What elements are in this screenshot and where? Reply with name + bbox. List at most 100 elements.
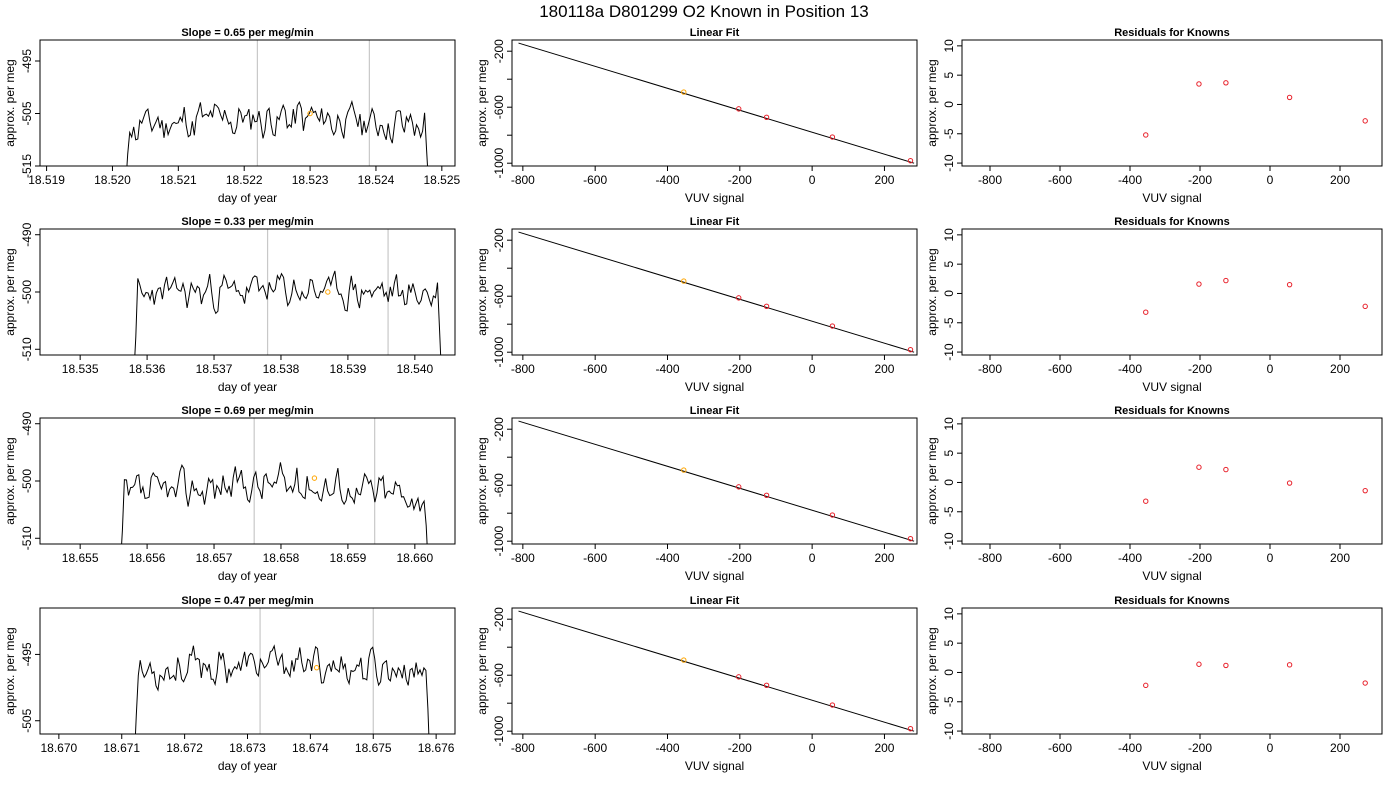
x-tick-label: 18.522: [226, 173, 263, 187]
y-tick-label: -5: [942, 128, 956, 139]
y-tick-label: -495: [20, 642, 34, 666]
y-tick-label: -505: [20, 101, 34, 125]
x-tick-label: 18.520: [94, 173, 131, 187]
x-axis-label: day of year: [218, 569, 277, 583]
y-tick-label: -490: [20, 222, 34, 246]
x-tick-label: 18.676: [418, 741, 455, 755]
panel-r1-c1: Slope = 0.65 per meg/min 18.519 18.520 18.5…: [3, 27, 461, 205]
plot-data: [1143, 661, 1368, 689]
x-axis-label: VUV signal: [1142, 569, 1201, 583]
y-tick-label: -200: [492, 39, 506, 63]
x-tick-label: -600: [1048, 173, 1072, 187]
x-tick-label: -200: [728, 741, 752, 755]
data-point: [1362, 680, 1368, 686]
y-tick-label: -200: [492, 607, 506, 631]
plot-data: [1143, 277, 1368, 315]
x-tick-label: 0: [809, 741, 816, 755]
x-tick-label: 18.660: [396, 551, 433, 565]
y-tick-label: -505: [20, 708, 34, 732]
y-tick-label: -5: [942, 696, 956, 707]
panel-title: Linear Fit: [690, 595, 740, 607]
y-tick-label: -5: [942, 317, 956, 328]
x-tick-label: 18.537: [196, 362, 233, 376]
y-tick-label: 0: [942, 290, 956, 297]
x-tick-label: -400: [1118, 741, 1142, 755]
y-axis-label: approx. per meg: [475, 248, 489, 335]
x-axis-label: VUV signal: [685, 380, 744, 394]
y-tick-label: -10: [942, 532, 956, 550]
y-tick-label: 0: [942, 479, 956, 486]
y-tick-label: 10: [942, 417, 956, 431]
data-trace: [134, 270, 442, 355]
x-tick-label: 0: [809, 173, 816, 187]
y-tick-label: -600: [492, 473, 506, 497]
data-point: [1196, 81, 1202, 87]
x-tick-label: 18.525: [423, 173, 460, 187]
data-point: [1196, 464, 1202, 470]
x-axis-label: VUV signal: [1142, 759, 1201, 773]
x-tick-label: -400: [1118, 551, 1142, 565]
x-tick-label: 200: [874, 741, 894, 755]
x-axis-label: VUV signal: [1142, 380, 1201, 394]
x-tick-label: 18.658: [263, 551, 300, 565]
x-tick-label: -200: [1188, 551, 1212, 565]
data-point: [907, 346, 914, 353]
y-tick-label: 5: [942, 261, 956, 268]
y-tick-label: -5: [942, 506, 956, 517]
data-point: [1362, 487, 1368, 494]
y-tick-label: 0: [942, 101, 956, 108]
x-tick-label: 200: [874, 173, 894, 187]
data-point: [1362, 303, 1368, 310]
panel-title: Slope = 0.33 per meg/min: [181, 216, 314, 228]
figure-title: 180118a D801299 O2 Known in Position 13: [539, 2, 869, 21]
data-point: [1143, 498, 1149, 504]
data-point: [736, 295, 742, 301]
x-axis-label: day of year: [218, 191, 277, 205]
plot-frame: [961, 228, 1383, 356]
plot-data: [126, 99, 428, 166]
data-point: [763, 682, 770, 688]
plot-frame: [511, 607, 918, 735]
data-point: [763, 303, 770, 309]
y-axis-label: approx. per meg: [475, 437, 489, 524]
x-tick-label: 0: [1267, 173, 1274, 187]
plot-data: [518, 610, 915, 732]
x-tick-label: -400: [655, 362, 679, 376]
panel-r4-c3: Residuals for Knowns -800 -600 -400 -200 0 200…: [925, 595, 1383, 773]
x-tick-label: 18.672: [166, 741, 203, 755]
plot-frame: [511, 228, 918, 356]
data-point: [763, 114, 770, 120]
y-tick-label: -600: [492, 95, 506, 119]
panel-title: Linear Fit: [690, 405, 740, 417]
x-tick-label: -600: [583, 741, 607, 755]
y-axis-label: approx. per meg: [925, 248, 939, 335]
y-tick-label: 5: [942, 640, 956, 647]
y-tick-label: 5: [942, 72, 956, 79]
y-axis-label: approx. per meg: [3, 59, 17, 146]
data-point: [681, 278, 687, 284]
x-tick-label: -400: [655, 551, 679, 565]
x-tick-label: -800: [978, 362, 1002, 376]
x-tick-label: -200: [728, 362, 752, 376]
panel-r4-c2: Linear Fit -800 -600 -400 -200 0 200 -200 -600 -1…: [475, 595, 918, 773]
plot-data: [1143, 464, 1368, 504]
x-tick-label: -200: [728, 551, 752, 565]
x-axis-label: VUV signal: [685, 759, 744, 773]
y-tick-label: 10: [942, 607, 956, 621]
x-tick-label: -600: [1048, 362, 1072, 376]
y-tick-label: -510: [20, 337, 34, 361]
marker-point: [311, 475, 318, 481]
x-tick-label: 200: [874, 551, 894, 565]
panel-r2-c3: Residuals for Knowns -800 -600 -400 -200 0 200…: [925, 216, 1383, 394]
panel-r1-c2: Linear Fit -800 -600 -400 -200 0 200 -200 -600 -1…: [475, 27, 918, 205]
x-tick-label: -400: [1118, 362, 1142, 376]
data-point: [829, 134, 836, 140]
y-tick-label: 0: [942, 669, 956, 676]
x-tick-label: 18.655: [62, 551, 99, 565]
y-tick-label: -1000: [492, 526, 506, 557]
plot-data: [518, 42, 915, 164]
data-point: [1223, 466, 1229, 473]
x-tick-label: 18.670: [41, 741, 78, 755]
x-tick-label: -200: [1188, 362, 1212, 376]
x-tick-label: -600: [583, 551, 607, 565]
